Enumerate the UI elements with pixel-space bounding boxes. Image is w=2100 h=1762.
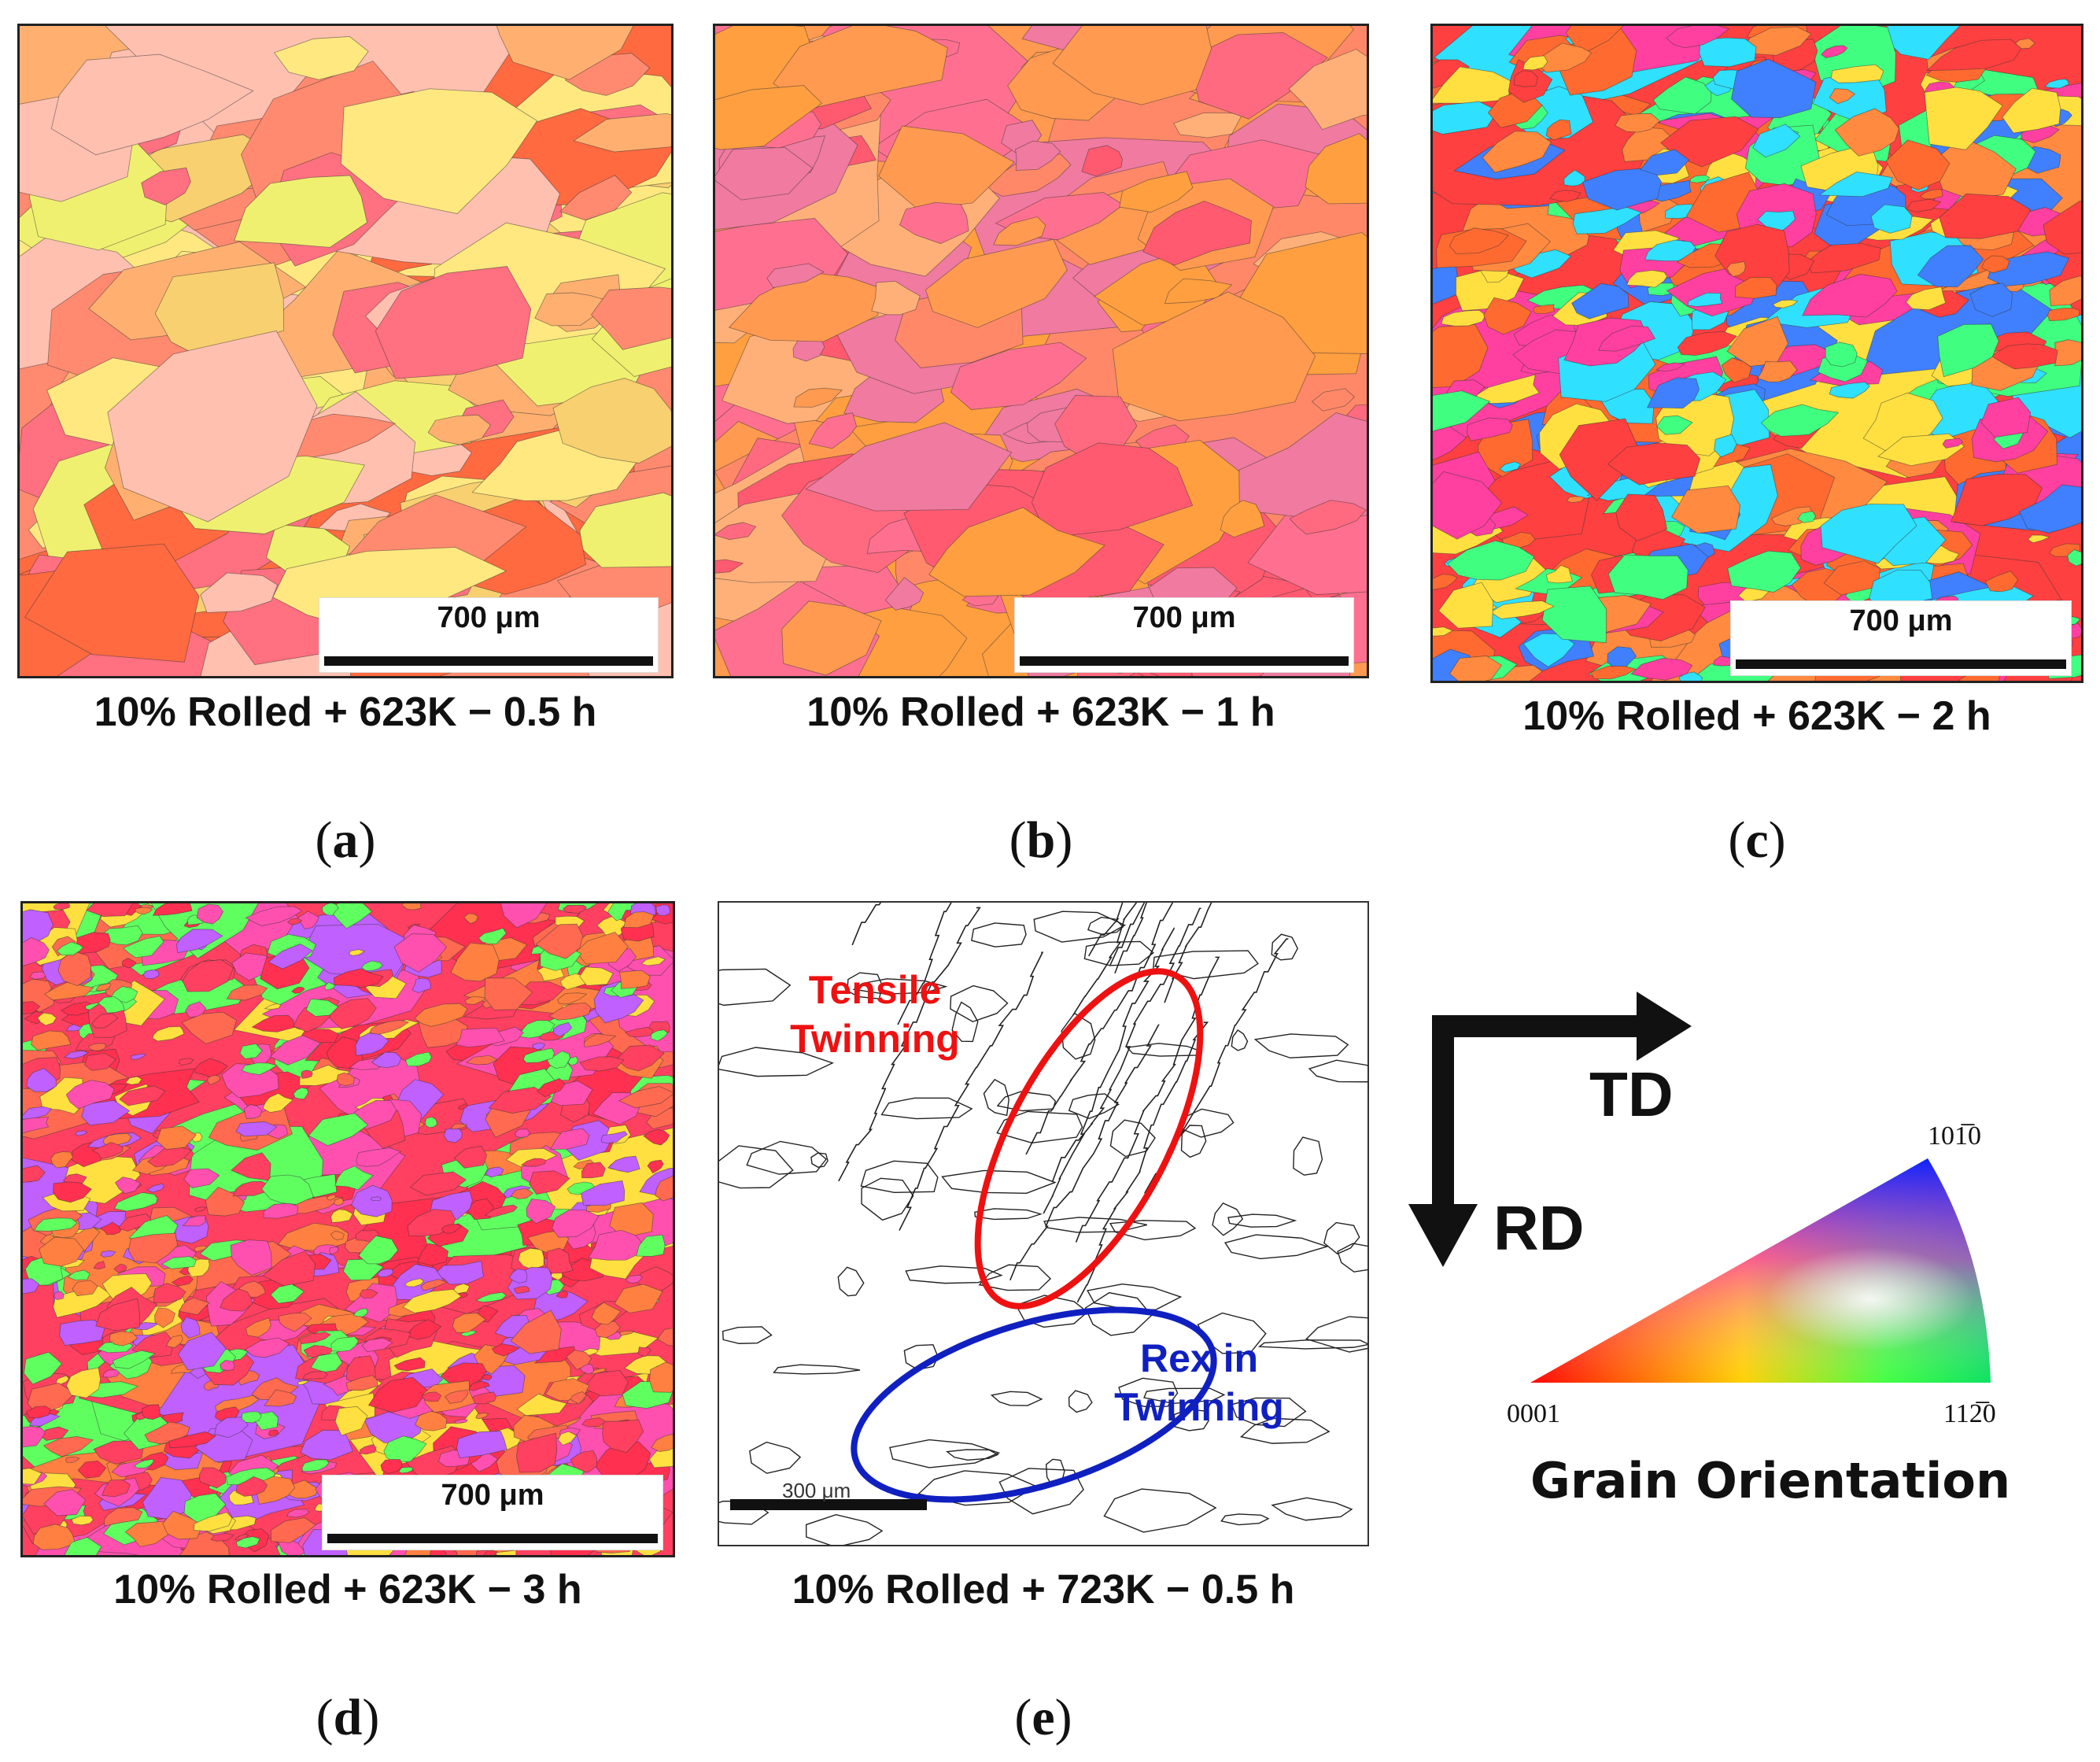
caption-a: 10% Rolled + 623K − 0.5 h (94, 689, 597, 735)
caption-d: 10% Rolled + 623K − 3 h (113, 1567, 582, 1612)
rex-twinning-label: Rex in Twinning (1114, 1336, 1284, 1429)
td-arrow (1432, 992, 1692, 1061)
scale-line (1020, 656, 1349, 666)
scale-label: 700 μm (1849, 604, 1953, 637)
td-label: TD (1589, 1059, 1674, 1129)
scale-label: 700 μm (1132, 601, 1236, 634)
panel-label-a: (a) (315, 811, 376, 869)
scale-bar: 700 μm (322, 1475, 663, 1550)
grain-boundaries (719, 903, 1367, 1545)
scale-bar: 700 μm (1014, 597, 1354, 673)
scale-label: 700 μm (441, 1479, 544, 1512)
panel-label-e: (e) (1014, 1689, 1072, 1746)
panel-label-d: (d) (316, 1689, 380, 1746)
ebsd-texture (715, 26, 1367, 676)
rd-label: RD (1493, 1193, 1585, 1263)
scale-bar: 700 μm (1730, 600, 2072, 676)
scale-bar: 700 μm (319, 597, 659, 673)
rd-arrow (1408, 1015, 1478, 1267)
scale-line (327, 1534, 658, 1543)
ebsd-map-d: 700 μm (20, 901, 675, 1557)
caption-c: 10% Rolled + 623K − 2 h (1522, 693, 1991, 739)
tensile-twinning-label: Tensile Twinning (790, 968, 960, 1061)
panel-label-b: (b) (1009, 811, 1073, 869)
scale-line (1736, 659, 2066, 669)
ebsd-texture (20, 26, 671, 676)
panel-label-c: (c) (1728, 811, 1786, 869)
tensile-twinning-ellipse (974, 968, 1204, 1309)
ipf-corner-1010: 101̅0 (1928, 1121, 1981, 1151)
ebsd-map-b: 700 μm (713, 24, 1369, 678)
ebsd-map-c: 700 μm (1430, 24, 2083, 683)
ipf-corner-0001: 0001 (1507, 1399, 1560, 1428)
grain-orientation-title: Grain Orientation (1530, 1452, 2011, 1509)
scale-line (324, 656, 653, 666)
ipf-triangle (1530, 1158, 1991, 1383)
scale-label: 700 μm (437, 601, 541, 634)
scale-label-e: 300 μm (782, 1479, 851, 1502)
annotation-overlay (851, 968, 1217, 1503)
direction-axes (1408, 992, 1692, 1267)
ebsd-map-a: 700 μm (17, 24, 674, 678)
ipf-color-key (1530, 1158, 1991, 1383)
boundary-map-e: Tensile Twinning Rex in Twinning 300 μm (718, 901, 1369, 1546)
ebsd-texture (23, 903, 673, 1555)
caption-b: 10% Rolled + 623K − 1 h (806, 689, 1275, 735)
caption-e: 10% Rolled + 723K − 0.5 h (792, 1567, 1295, 1612)
ebsd-texture (1433, 26, 2081, 681)
ipf-corner-1120: 112̅0 (1943, 1399, 1996, 1428)
rex-twinning-ellipse (851, 1306, 1217, 1503)
scale-bar-e (730, 1499, 927, 1510)
